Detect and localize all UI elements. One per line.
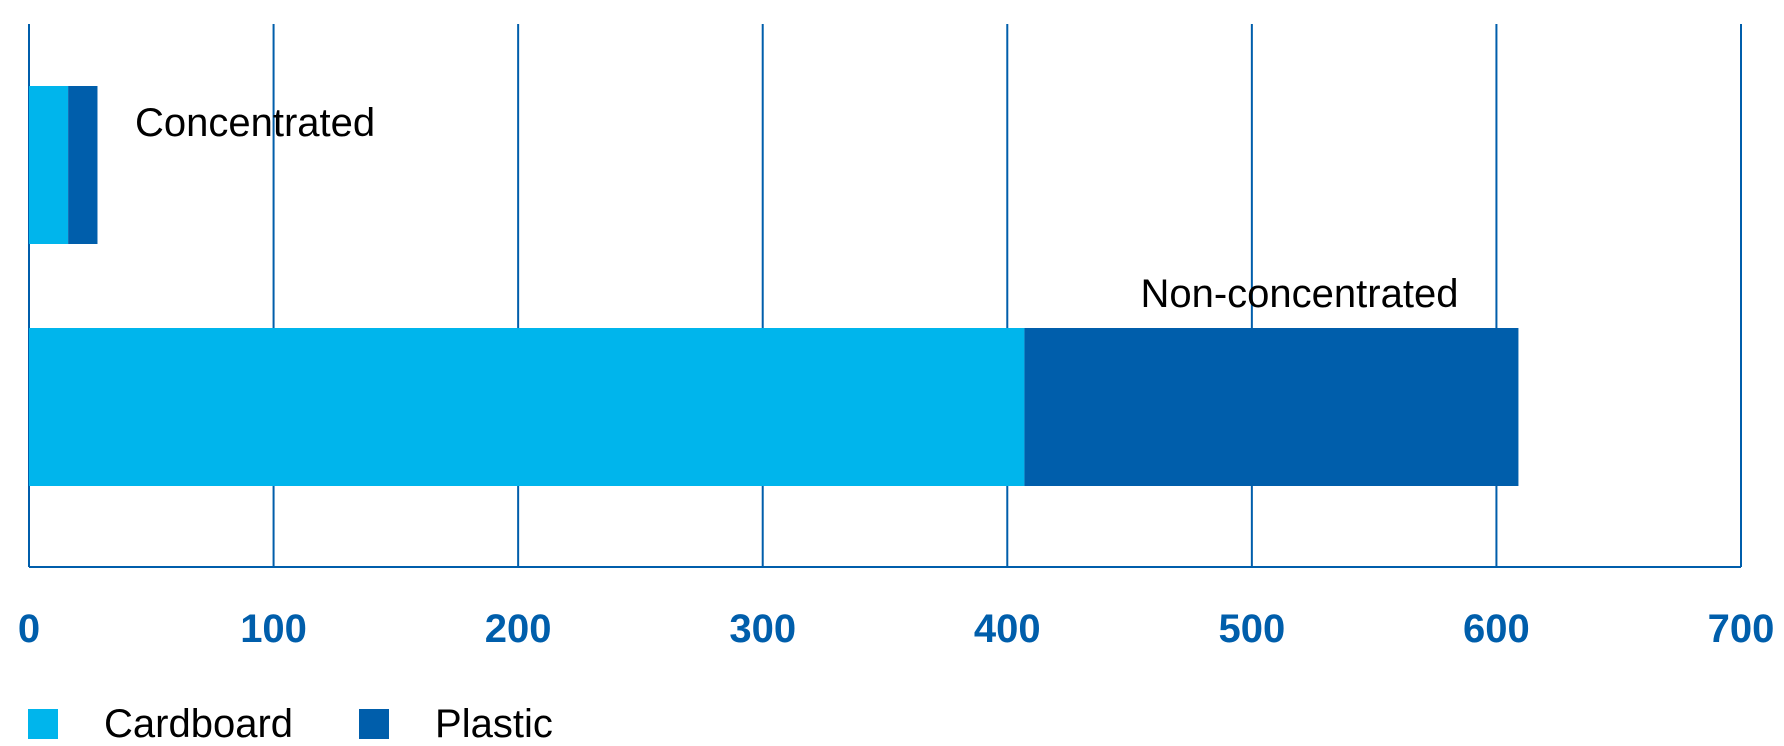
bar-non-concentrated-cardboard <box>29 328 1025 486</box>
gridlines <box>28 24 1742 567</box>
bar-non-concentrated-plastic <box>1024 328 1519 486</box>
x-tick-label-300: 300 <box>729 607 796 651</box>
legend-item-plastic: Plastic <box>359 704 553 744</box>
category-label-concentrated: Concentrated <box>135 101 375 145</box>
x-tick-label-700: 700 <box>1708 607 1775 651</box>
legend-label-plastic: Plastic <box>435 702 553 746</box>
category-labels: Concentrated Non-concentrated <box>135 101 1458 316</box>
stacked-bar-chart: Concentrated Non-concentrated 0 100 200 300 4… <box>18 24 1775 651</box>
legend-swatch-cardboard <box>28 709 58 739</box>
category-label-non-concentrated: Non-concentrated <box>1140 272 1458 316</box>
x-tick-label-200: 200 <box>485 607 552 651</box>
x-tick-label-600: 600 <box>1463 607 1530 651</box>
bar-concentrated-plastic <box>68 86 98 244</box>
x-tick-label-100: 100 <box>240 607 307 651</box>
x-tick-label-0: 0 <box>18 607 40 651</box>
bar-concentrated-cardboard <box>29 86 69 244</box>
x-tick-label-500: 500 <box>1218 607 1285 651</box>
x-tick-label-400: 400 <box>974 607 1041 651</box>
bars <box>29 86 1519 486</box>
legend: Cardboard Plastic <box>28 704 619 744</box>
legend-swatch-plastic <box>359 709 390 739</box>
legend-label-cardboard: Cardboard <box>104 702 294 746</box>
legend-item-cardboard: Cardboard <box>28 704 293 744</box>
x-tick-labels: 0 100 200 300 400 500 600 700 <box>18 607 1775 651</box>
